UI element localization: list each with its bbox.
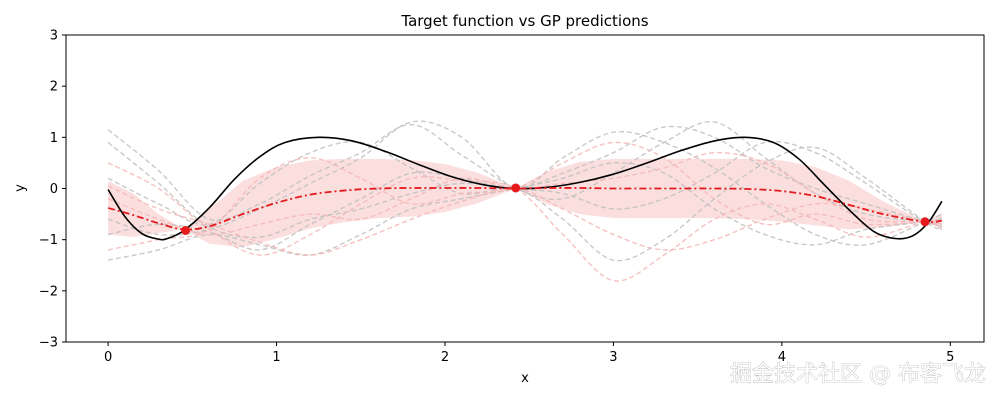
gp-sample-line <box>107 125 943 251</box>
plot-area <box>107 120 943 282</box>
x-tick-label: 1 <box>272 350 280 365</box>
observation-point <box>511 183 521 193</box>
x-tick-label: 3 <box>609 350 617 365</box>
x-tick-label: 4 <box>778 350 786 365</box>
gp-sample-line <box>107 141 943 251</box>
y-tick-label: 2 <box>50 80 58 95</box>
gp-sample-line <box>107 162 942 261</box>
chart-title: Target function vs GP predictions <box>400 12 648 30</box>
observation-point <box>920 217 930 227</box>
y-tick-label: 0 <box>50 182 58 197</box>
x-axis: 0 1 2 3 4 5 <box>104 342 954 365</box>
x-tick-label: 2 <box>441 350 449 365</box>
observation-point <box>181 225 191 235</box>
y-tick-label: −1 <box>39 233 58 248</box>
gp-sample-line <box>107 141 943 262</box>
gp-sample-line <box>107 121 942 226</box>
y-tick-label: 3 <box>50 29 58 44</box>
observations <box>181 183 930 235</box>
gp-samples <box>107 120 943 282</box>
x-axis-label: x <box>521 371 529 386</box>
gp-sample-line <box>107 162 943 282</box>
watermark: 掘金技术社区 @ 布客飞龙 <box>730 362 986 387</box>
gp-sample-line <box>107 185 942 256</box>
confidence-band <box>108 158 942 248</box>
y-tick-label: −3 <box>39 336 58 351</box>
y-tick-label: 1 <box>50 131 58 146</box>
y-tick-label: −2 <box>39 284 58 299</box>
x-tick-label: 5 <box>946 350 954 365</box>
gp-sample-line <box>107 151 943 236</box>
y-axis-label: y <box>13 184 28 192</box>
y-axis: −3 −2 −1 0 1 2 3 <box>39 29 66 351</box>
x-tick-label: 0 <box>104 350 112 365</box>
